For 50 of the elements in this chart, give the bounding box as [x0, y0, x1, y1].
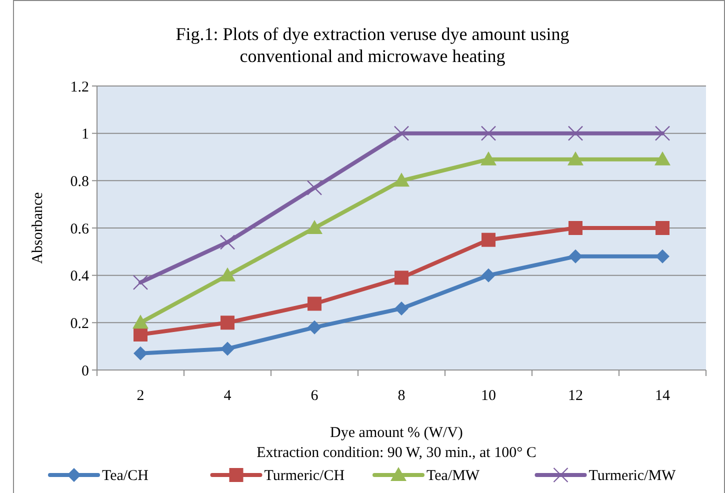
point — [134, 328, 148, 342]
x-tick-label: 6 — [310, 388, 319, 404]
point — [220, 342, 234, 356]
legend-label: Tea/MW — [426, 468, 480, 484]
point — [220, 267, 236, 282]
point — [308, 296, 322, 311]
x-tick-label: 14 — [655, 388, 670, 404]
point — [134, 346, 148, 360]
point — [220, 316, 234, 330]
x-tick-label: 12 — [568, 388, 583, 404]
point — [306, 180, 322, 196]
point — [568, 249, 582, 264]
y-axis-title: Absorbance — [30, 192, 46, 264]
y-tick-label: 0.2 — [70, 316, 89, 332]
legend-label: Turmeric/MW — [588, 468, 677, 484]
point — [132, 274, 148, 290]
legend-label: Tea/CH — [102, 468, 149, 484]
point — [656, 221, 670, 235]
point — [482, 232, 496, 247]
text: Extraction condition: 90 W, 30 min., at 100° C — [256, 445, 536, 461]
point — [480, 126, 496, 141]
y-tick-label: 1.2 — [70, 79, 89, 96]
y-tick-label: 0.6 — [70, 221, 90, 238]
x-tick-label: 4 — [224, 388, 232, 404]
y-tick-label: 0.4 — [70, 268, 90, 285]
y-tick-label: 0.8 — [70, 174, 89, 190]
point — [568, 221, 582, 235]
point — [568, 151, 584, 166]
point — [654, 151, 670, 166]
x-axis-title: Dye amount % (W/V) — [330, 425, 463, 441]
point — [394, 126, 410, 141]
point — [306, 220, 322, 234]
x-tick-label: 2 — [136, 388, 144, 404]
point — [482, 268, 496, 282]
x-tick-label: 8 — [398, 388, 406, 404]
point — [656, 249, 670, 264]
point — [568, 126, 584, 141]
point — [394, 172, 410, 187]
point — [308, 320, 322, 334]
legend-label: Turmeric/CH — [264, 468, 345, 484]
point — [480, 151, 496, 166]
y-tick-label: 1 — [82, 126, 89, 143]
y-tick-label: 0 — [82, 363, 89, 380]
point — [394, 301, 408, 316]
chart-title: Fig.1: Plots of dye extraction veruse dye amount using conventional and microwave heating — [176, 24, 570, 66]
point — [220, 234, 236, 250]
x-tick-label: 10 — [481, 388, 496, 404]
point — [132, 314, 148, 329]
point — [394, 270, 408, 285]
point — [654, 126, 670, 141]
